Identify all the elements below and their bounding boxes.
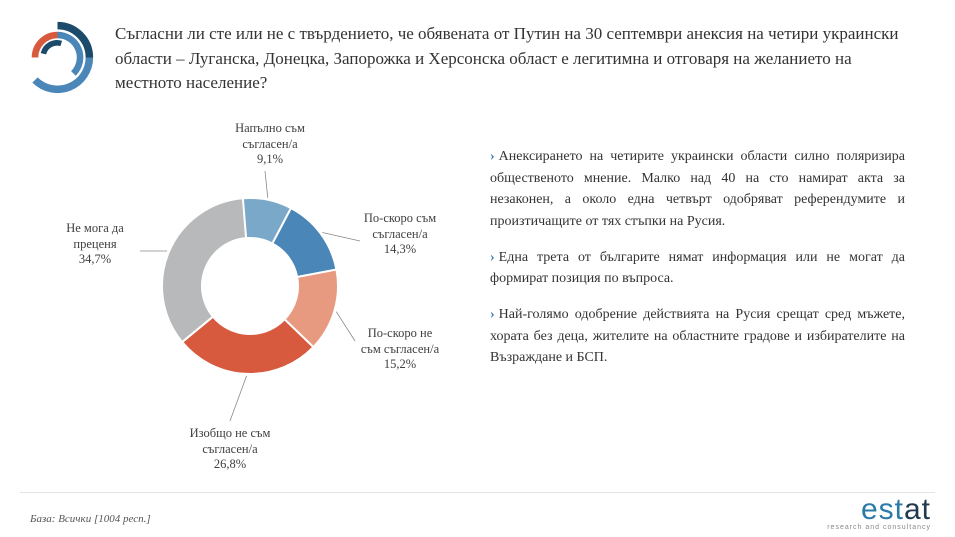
slice-label-2: По-скоро несъм съгласен/а15,2% [340, 326, 460, 373]
bullet-1: ›Анексирането на четирите украински обла… [490, 146, 905, 233]
slice-label-4: Не мога дапреценя34,7% [35, 221, 155, 268]
slice-label-0: Напълно съмсъгласен/а9,1% [210, 121, 330, 168]
slice-label-1: По-скоро съмсъгласен/а14,3% [340, 211, 460, 258]
brand-logo: estat research and consultancy [827, 493, 931, 531]
survey-question: Съгласни ли сте или не с твърдението, че… [115, 20, 915, 96]
slice-label-3: Изобщо не съмсъгласен/а26,8% [170, 426, 290, 473]
base-note: База: Всички [1004 респ.] [30, 513, 151, 525]
donut-chart: Напълно съмсъгласен/а9,1%По-скоро съмсъг… [40, 116, 470, 466]
footer-divider [20, 492, 935, 493]
bullet-2: ›Една трета от българите нямат информаци… [490, 247, 905, 290]
commentary: ›Анексирането на четирите украински обла… [490, 116, 915, 466]
bullet-3: ›Най-голямо одобрение действията на Руси… [490, 304, 905, 369]
header-logo-icon [20, 20, 95, 95]
